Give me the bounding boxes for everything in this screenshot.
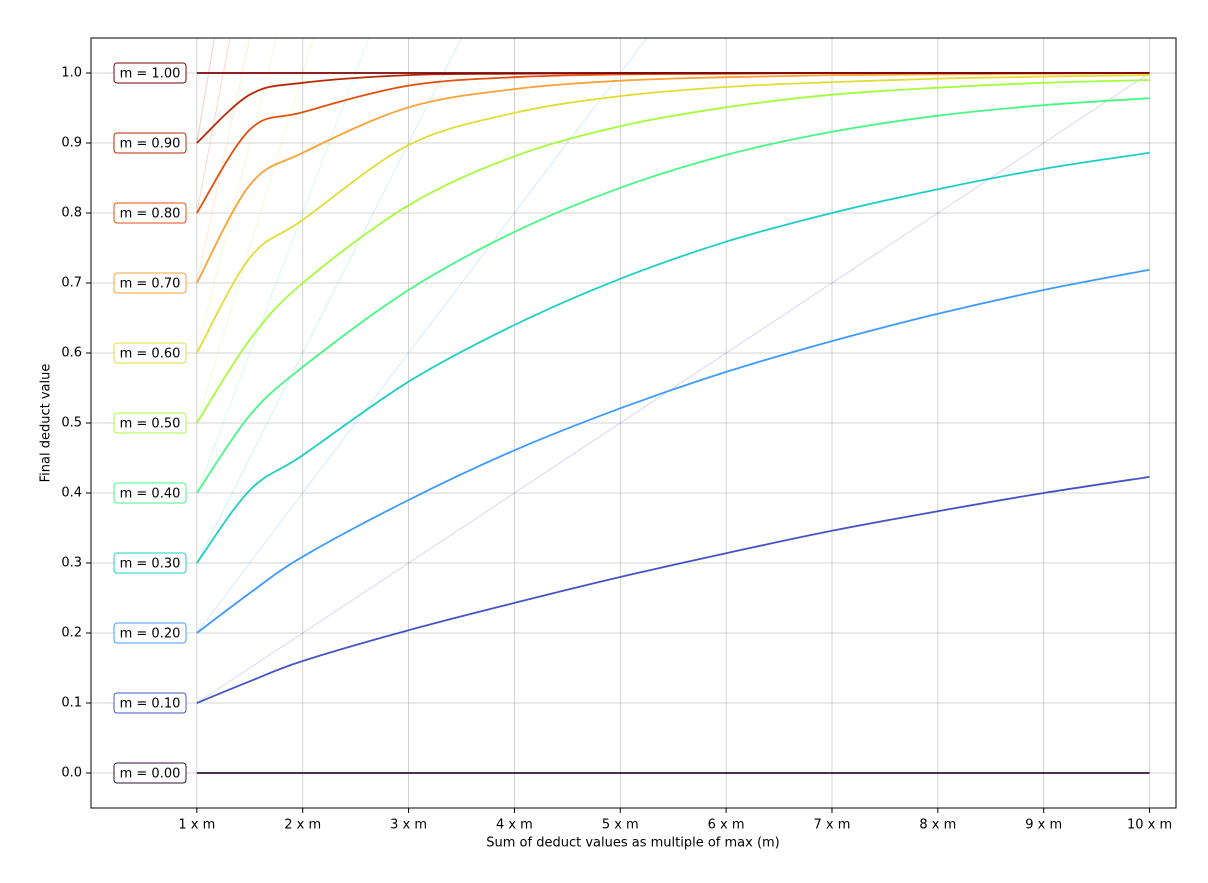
plot-area [196, 38, 1150, 774]
y-tick-label: 0.4 [61, 486, 82, 501]
series-label-box [113, 132, 187, 154]
x-tick-label: 7 x m [814, 818, 851, 833]
y-tick-label: 0.8 [61, 206, 82, 221]
line-series [196, 97, 1150, 494]
series-label-box [113, 412, 187, 434]
reference-line [196, 38, 215, 144]
x-tick-label: 8 x m [919, 818, 956, 833]
series-label-box [113, 202, 187, 224]
reference-line [196, 38, 370, 494]
x-axis-title: Sum of deduct values as multiple of max … [486, 836, 780, 851]
line-series [196, 268, 1150, 634]
line-series [196, 151, 1150, 564]
series-label-box [113, 622, 187, 644]
series-label: m = 0.70 [120, 277, 181, 292]
y-tick-label: 0.7 [61, 276, 82, 291]
y-axis-title: Final deduct value [39, 364, 54, 483]
y-tick-label: 0.2 [61, 626, 82, 641]
x-tick-label: 2 x m [284, 818, 321, 833]
series-label-box [113, 552, 187, 574]
series-label: m = 0.40 [120, 487, 181, 502]
plot-frame [90, 37, 1177, 809]
series-label-box [113, 62, 187, 84]
series-label-box [113, 272, 187, 294]
series-label: m = 0.30 [120, 557, 181, 572]
reference-line [196, 38, 277, 354]
reference-line [196, 38, 462, 564]
line-series [196, 476, 1150, 704]
series-label: m = 0.50 [120, 417, 181, 432]
x-tick-label: 4 x m [496, 818, 533, 833]
y-tick-label: 0.5 [61, 416, 82, 431]
series-label: m = 0.10 [120, 697, 181, 712]
line-series [196, 79, 1150, 424]
line-series [196, 72, 1150, 284]
y-tick-label: 0.6 [61, 346, 82, 361]
reference-line [196, 38, 251, 284]
series-label: m = 0.20 [120, 627, 181, 642]
x-tick-label: 6 x m [708, 818, 745, 833]
y-tick-label: 0.9 [61, 136, 82, 151]
y-tick-label: 0.0 [61, 766, 82, 781]
reference-line [196, 38, 648, 634]
x-tick-label: 1 x m [178, 818, 215, 833]
series-label-box [113, 342, 187, 364]
x-tick-label: 10 x m [1127, 818, 1172, 833]
series-label-box [113, 762, 187, 784]
x-tick-label: 5 x m [602, 818, 639, 833]
y-tick-label: 0.3 [61, 556, 82, 571]
series-label: m = 0.80 [120, 207, 181, 222]
y-tick-label: 1.0 [61, 66, 82, 81]
series-label: m = 0.60 [120, 347, 181, 362]
y-tick-label: 0.1 [61, 696, 82, 711]
reference-line [196, 38, 314, 424]
series-label-box [113, 692, 187, 714]
series-label: m = 0.00 [120, 767, 181, 782]
line-series [196, 74, 1150, 354]
series-label: m = 1.00 [120, 67, 181, 82]
series-label-box [113, 482, 187, 504]
x-tick-label: 3 x m [390, 818, 427, 833]
x-tick-label: 9 x m [1025, 818, 1062, 833]
series-label: m = 0.90 [120, 137, 181, 152]
